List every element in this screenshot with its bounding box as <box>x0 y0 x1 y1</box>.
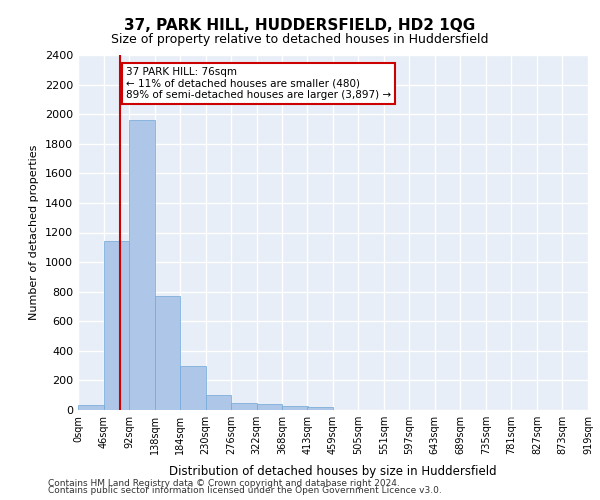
Text: 37 PARK HILL: 76sqm
← 11% of detached houses are smaller (480)
89% of semi-detac: 37 PARK HILL: 76sqm ← 11% of detached ho… <box>126 67 391 100</box>
Bar <box>257 404 282 410</box>
Bar <box>206 395 231 410</box>
Text: Size of property relative to detached houses in Huddersfield: Size of property relative to detached ho… <box>111 32 489 46</box>
Bar <box>78 405 104 410</box>
Bar <box>282 406 308 410</box>
Bar <box>155 296 180 410</box>
Bar <box>307 408 333 410</box>
Text: Contains public sector information licensed under the Open Government Licence v3: Contains public sector information licen… <box>48 486 442 495</box>
Y-axis label: Number of detached properties: Number of detached properties <box>29 145 40 320</box>
Bar <box>180 366 206 410</box>
Bar <box>231 404 257 410</box>
Text: Contains HM Land Registry data © Crown copyright and database right 2024.: Contains HM Land Registry data © Crown c… <box>48 478 400 488</box>
Bar <box>104 242 129 410</box>
Bar <box>129 120 155 410</box>
Text: 37, PARK HILL, HUDDERSFIELD, HD2 1QG: 37, PARK HILL, HUDDERSFIELD, HD2 1QG <box>124 18 476 32</box>
X-axis label: Distribution of detached houses by size in Huddersfield: Distribution of detached houses by size … <box>169 466 497 478</box>
